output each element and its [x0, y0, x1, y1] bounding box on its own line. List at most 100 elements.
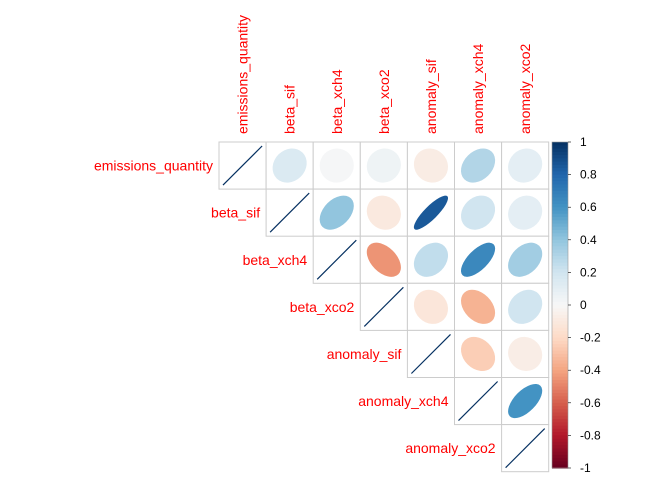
- row-label-anomaly-xco2: anomaly_xco2: [405, 440, 495, 456]
- colorbar-segment: [552, 422, 568, 427]
- diagonal-line: [505, 428, 546, 469]
- diagonal-line: [458, 381, 499, 422]
- row-label-anomaly-sif: anomaly_sif: [327, 346, 402, 362]
- colorbar-tick-label: -0.4: [580, 363, 601, 377]
- colorbar-segment: [552, 402, 568, 407]
- row-labels: emissions_quantity beta_sif beta_xch4 beta_…: [94, 158, 496, 457]
- correlation-ellipse: [366, 242, 401, 277]
- colorbar-segment: [552, 406, 568, 410]
- colorbar-segment: [552, 366, 568, 371]
- colorbar-segment: [552, 256, 568, 260]
- colorbar-tick-label: 0.4: [580, 233, 597, 247]
- correlation-ellipse: [508, 148, 543, 183]
- correlation-ellipse: [508, 336, 543, 372]
- colorbar-tick-label: -0.8: [580, 428, 601, 442]
- colorbar-segment: [552, 161, 568, 166]
- colorbar-segment: [552, 324, 568, 329]
- colorbar-tick-label: 0.8: [580, 168, 597, 182]
- colorbar-tick-label: -1: [580, 461, 591, 475]
- colorbar-segment: [552, 363, 568, 368]
- colorbar-segment: [552, 155, 568, 159]
- diagonal-line: [269, 192, 310, 233]
- colorbar-segment: [552, 269, 568, 273]
- colorbar-segment: [552, 226, 568, 231]
- colorbar-segment: [552, 353, 568, 358]
- colorbar-segment: [552, 223, 568, 228]
- colorbar-segment: [552, 448, 568, 453]
- colorbar-segment: [552, 158, 568, 163]
- colorbar-segment: [552, 220, 568, 225]
- colorbar-segment: [552, 409, 568, 414]
- colorbar-segment: [552, 174, 568, 179]
- colorbar-segment: [552, 331, 568, 335]
- colorbar-segment: [552, 207, 568, 212]
- colorbar-segment: [552, 187, 568, 192]
- colorbar-segment: [552, 425, 568, 430]
- colorbar-segment: [552, 259, 568, 264]
- colorbar-segment: [552, 419, 568, 423]
- colorbar-segment: [552, 441, 568, 446]
- colorbar-segment: [552, 243, 568, 247]
- colorbar: 1 0.8 0.6 0.4 0.2 0 -0.2 -0.4 -0.6 -0.8 -1: [551, 135, 601, 475]
- colorbar-tick-label: 0.6: [580, 200, 597, 214]
- colorbar-segment: [552, 239, 568, 244]
- col-label-anomaly-xch4: anomaly_xch4: [470, 44, 486, 134]
- colorbar-segment: [552, 389, 568, 394]
- colorbar-segment: [552, 314, 568, 319]
- col-label-beta-xch4: beta_xch4: [329, 69, 345, 134]
- colorbar-segment: [552, 383, 568, 388]
- colorbar-segment: [552, 194, 568, 199]
- correlation-ellipse: [413, 289, 449, 324]
- colorbar-segment: [552, 454, 568, 459]
- colorbar-segment: [552, 252, 568, 257]
- colorbar-segment: [552, 285, 568, 290]
- colorbar-segment: [552, 386, 568, 391]
- colorbar-tick-label: -0.6: [580, 396, 601, 410]
- colorbar-segment: [552, 464, 568, 469]
- colorbar-segment: [552, 458, 568, 463]
- colorbar-segment: [552, 305, 568, 309]
- colorbar-segment: [552, 428, 568, 433]
- colorbar-segment: [552, 376, 568, 381]
- colorbar-segment: [552, 249, 568, 254]
- colorbar-segment: [552, 340, 568, 345]
- colorbar-segment: [552, 396, 568, 401]
- colorbar-tick-label: 0: [580, 298, 587, 312]
- correlation-ellipse: [460, 195, 496, 230]
- colorbar-segment: [552, 181, 568, 185]
- colorbar-segment: [552, 177, 568, 182]
- colorbar-segment: [552, 379, 568, 384]
- row-label-anomaly-xch4: anomaly_xch4: [358, 393, 448, 409]
- colorbar-segment: [552, 337, 568, 342]
- colorbar-tick-label: 0.2: [580, 265, 597, 279]
- colorbar-segment: [552, 200, 568, 205]
- colorbar-segment: [552, 373, 568, 378]
- correlation-ellipse: [460, 289, 496, 324]
- colorbar-tick-label: 1: [580, 135, 587, 149]
- colorbar-segment: [552, 412, 568, 417]
- correlation-ellipse: [460, 148, 496, 183]
- correlation-ellipse: [366, 148, 401, 183]
- colorbar-segment: [552, 344, 568, 348]
- row-label-beta-xch4: beta_xch4: [243, 252, 308, 268]
- colorbar-segment: [552, 213, 568, 218]
- col-label-beta-xco2: beta_xco2: [376, 69, 392, 134]
- diagonal-line: [222, 145, 263, 186]
- correlation-ellipse: [319, 195, 354, 230]
- colorbar-segment: [552, 288, 568, 293]
- row-label-emissions-quantity: emissions_quantity: [94, 158, 213, 174]
- colorbar-segment: [552, 357, 568, 362]
- correlation-ellipse: [413, 195, 449, 230]
- colorbar-segment: [552, 216, 568, 221]
- colorbar-segment: [552, 190, 568, 195]
- colorbar-segment: [552, 197, 568, 202]
- diagonal-line: [316, 239, 357, 280]
- colorbar-segment: [552, 461, 568, 466]
- colorbar-segment: [552, 435, 568, 440]
- colorbar-segment: [552, 347, 568, 352]
- colorbar-segment: [552, 291, 568, 296]
- correlation-ellipse: [460, 242, 496, 277]
- colorbar-segment: [552, 298, 568, 303]
- colorbar-segment: [552, 370, 568, 375]
- colorbar-segment: [552, 278, 568, 283]
